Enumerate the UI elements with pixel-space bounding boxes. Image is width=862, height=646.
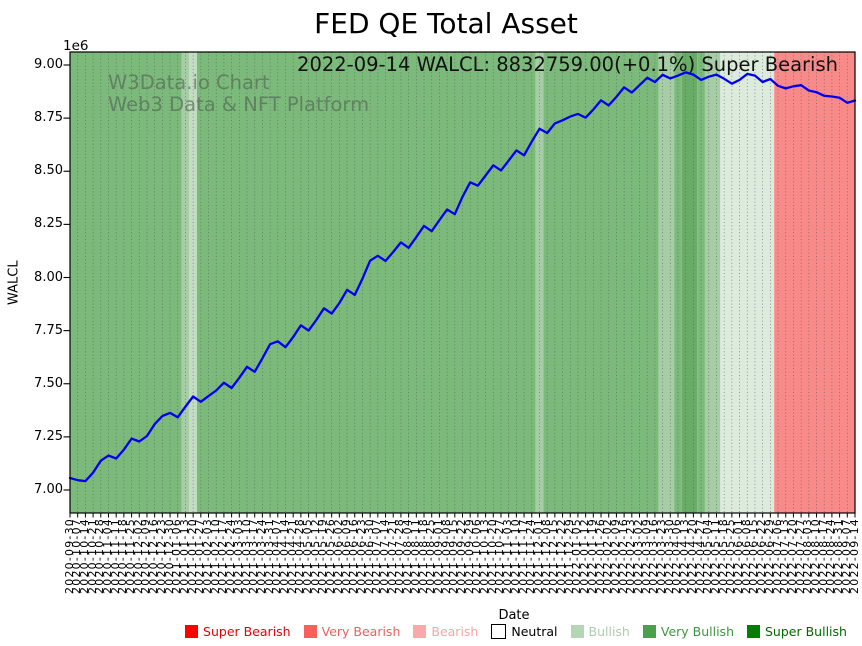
- y-tick-label: 7.00: [34, 482, 63, 497]
- sentiment-band-very_bullish: [70, 52, 182, 513]
- sentiment-band-very_bullish_dark: [681, 52, 698, 513]
- sentiment-band-bullish: [181, 52, 190, 513]
- legend-swatch-icon: [570, 624, 584, 638]
- y-tick-label: 7.50: [34, 375, 63, 391]
- watermark-line-2: Web3 Data & NFT Platform: [108, 93, 370, 116]
- y-tick-label: 9.00: [34, 57, 63, 72]
- sentiment-band-very_bearish_band: [774, 52, 855, 513]
- legend-item-neutral: Neutral: [491, 623, 558, 639]
- legend-swatch-icon: [747, 624, 760, 638]
- legend-swatch-icon: [491, 623, 507, 639]
- walcl-line: [68, 71, 857, 483]
- sentiment-band-bullish: [658, 52, 675, 513]
- y-tick-label: 8.75: [34, 110, 63, 126]
- legend-label: Neutral: [511, 623, 558, 639]
- watermark-line-1: W3Data.io Chart: [108, 71, 270, 94]
- legend-item-very-bearish: Very Bearish: [303, 623, 401, 639]
- sentiment-band-very_bullish: [196, 52, 536, 513]
- watermark: W3Data.io Chart Web3 Data & NFT Platform: [108, 72, 369, 116]
- sentiment-band-bullish: [704, 52, 721, 513]
- legend-label: Very Bearish: [321, 623, 401, 639]
- legend-item-very-bullish: Very Bullish: [642, 623, 734, 639]
- legend-item-bullish: Bullish: [570, 623, 630, 639]
- legend-label: Very Bullish: [660, 623, 734, 639]
- y-tick-label: 7.75: [34, 322, 63, 338]
- sentiment-band-bullish_light: [189, 52, 197, 513]
- sentiment-band-very_bullish: [697, 52, 705, 513]
- legend-label: Super Bearish: [203, 623, 291, 639]
- legend-swatch-icon: [185, 624, 199, 638]
- legend-item-super-bearish: Super Bearish: [185, 624, 291, 639]
- legend: Super Bearish Very Bearish Bearish Neutral B…: [178, 621, 854, 641]
- legend-swatch-icon: [413, 624, 427, 638]
- x-tick-label: 2022-09-14: [847, 518, 861, 594]
- y-axis-offset-label: 1e6: [63, 38, 89, 54]
- legend-swatch-icon: [303, 624, 317, 638]
- y-tick-label: 7.25: [34, 428, 63, 444]
- y-tick-label: 8.50: [34, 163, 63, 179]
- legend-item-bearish: Bearish: [413, 624, 478, 639]
- x-axis-label: Date: [498, 608, 530, 623]
- chart-title: FED QE Total Asset: [314, 7, 578, 40]
- sentiment-band-very_bullish: [543, 52, 659, 513]
- legend-label: Bullish: [588, 623, 630, 639]
- sentiment-band-bullish: [535, 52, 544, 513]
- y-tick-label: 8.25: [34, 216, 63, 232]
- legend-label: Bearish: [431, 623, 479, 639]
- y-tick-label: 8.00: [34, 269, 63, 285]
- legend-label: Super Bullish: [765, 623, 847, 639]
- sentiment-band-bullish_pale: [720, 52, 775, 513]
- legend-swatch-icon: [642, 624, 656, 638]
- sentiment-band-very_bullish: [674, 52, 682, 513]
- latest-value-annotation: 2022-09-14 WALCL: 8832759.00(+0.1%) Supe…: [297, 53, 838, 76]
- legend-item-super-bullish: Super Bullish: [747, 624, 847, 639]
